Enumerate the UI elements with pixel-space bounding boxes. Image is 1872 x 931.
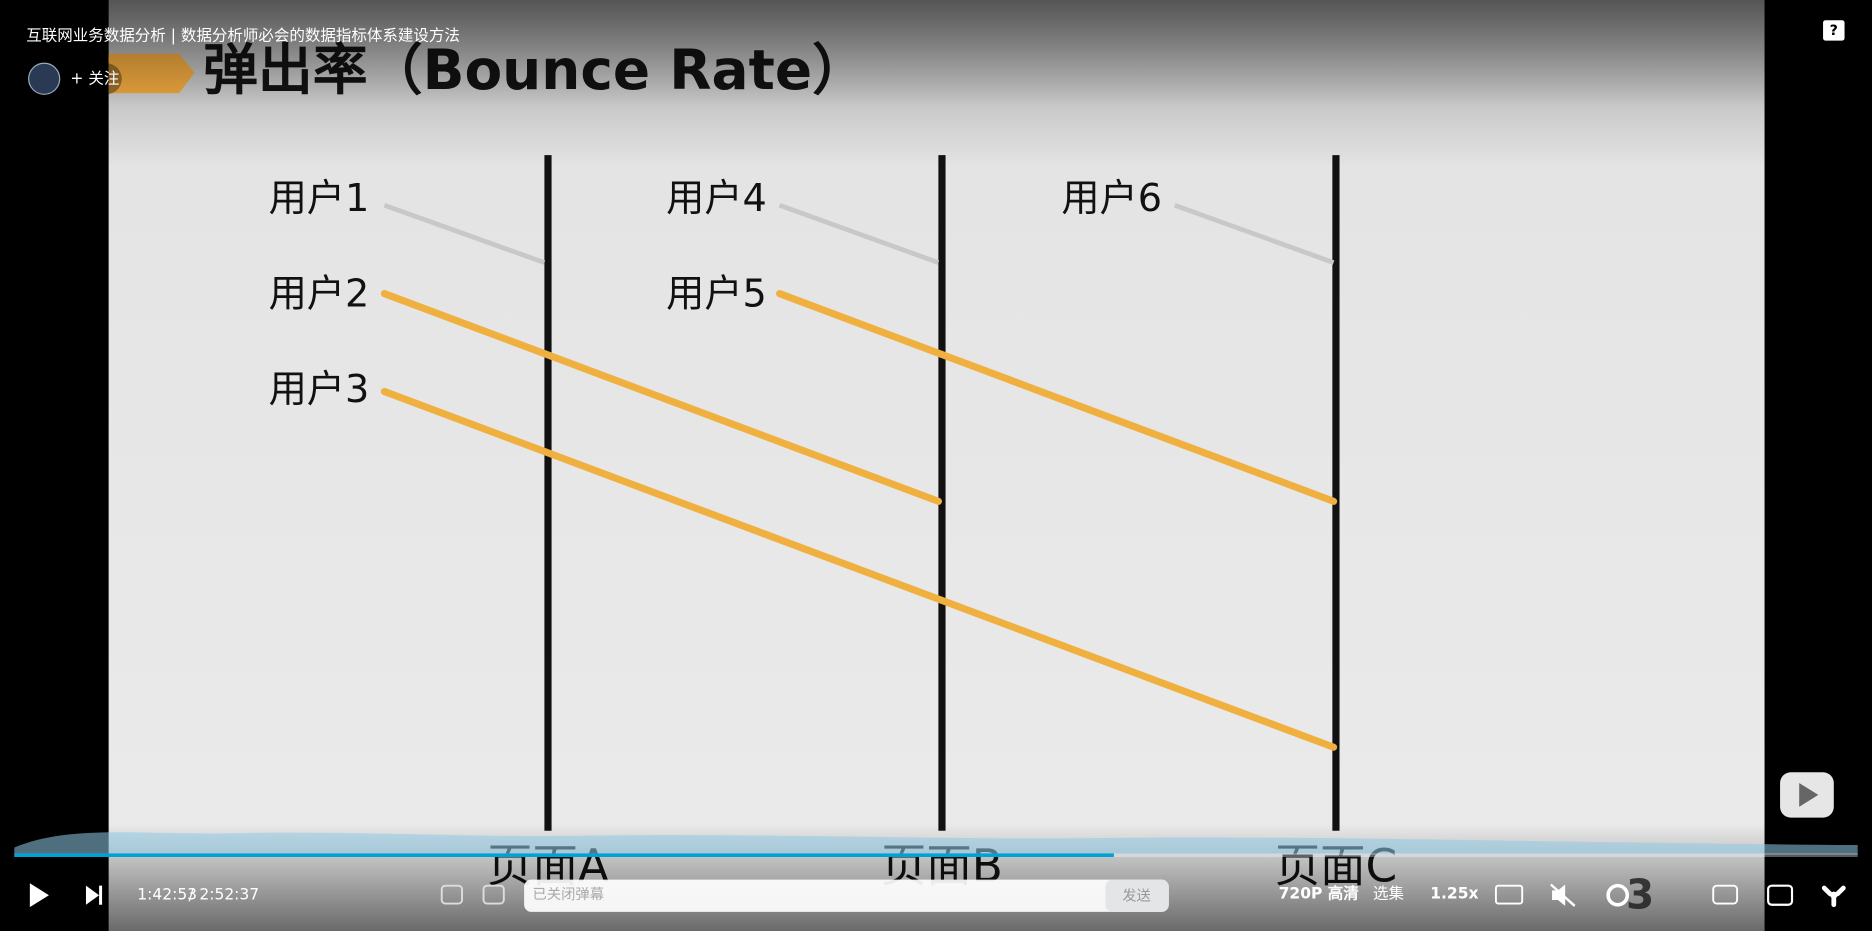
episodes-button[interactable]: 选集 (1373, 884, 1404, 902)
uploader-avatar[interactable] (28, 62, 61, 95)
bounce-path (1173, 203, 1335, 265)
fullscreen-button[interactable] (1821, 885, 1846, 908)
user-label: 用户3 (269, 368, 370, 412)
danmaku-settings[interactable] (482, 884, 505, 905)
send-button[interactable] (1105, 879, 1169, 912)
visit-path (380, 387, 1338, 751)
visit-path (776, 290, 1338, 505)
bounce-path (383, 203, 546, 265)
heat-map (14, 832, 1858, 855)
video-title: 互联网业务数据分析 | 数据分析师必会的数据指标体系建设方法 (26, 26, 460, 44)
danmaku-placeholder[interactable]: 已关闭弹幕 (532, 886, 604, 903)
user-label: 用户4 (666, 177, 767, 221)
help-box[interactable] (1823, 20, 1845, 41)
danmaku-input[interactable] (524, 879, 1169, 912)
user-label: 用户2 (269, 273, 370, 317)
danmaku-toggle[interactable] (440, 884, 463, 905)
next-arrow[interactable] (85, 885, 100, 905)
next-button[interactable] (85, 885, 103, 905)
time-separator: / (189, 886, 195, 904)
bounce-paths (383, 203, 1335, 265)
progress-played[interactable] (14, 853, 1114, 857)
help-icon[interactable]: ? (1823, 20, 1845, 41)
follow-label[interactable]: + 关注 (70, 69, 119, 87)
quality-button[interactable]: 720P 高清 (1279, 883, 1360, 902)
next-bar[interactable] (99, 885, 103, 905)
widescreen-button[interactable] (1767, 884, 1794, 906)
top-shade (0, 0, 1872, 108)
mute-button[interactable] (1550, 883, 1576, 907)
follow-button[interactable] (62, 63, 122, 95)
fullscreen-blades[interactable] (1821, 885, 1846, 908)
current-time: 1:42:53 (137, 886, 197, 904)
visit-path (380, 290, 942, 505)
watermark-logo: 3 (1626, 871, 1654, 919)
slide-background (108, 0, 1765, 931)
user-label: 用户1 (269, 177, 370, 221)
user-label: 用户5 (666, 273, 767, 317)
play-button[interactable] (29, 883, 49, 908)
speed-button[interactable]: 1.25x (1430, 884, 1478, 902)
help-mark[interactable]: ? (1830, 23, 1838, 39)
speaker[interactable] (1552, 884, 1566, 906)
page-lines (544, 155, 1340, 831)
tv-icon[interactable] (1780, 772, 1834, 818)
visit-paths (380, 290, 1338, 751)
bounce-path (778, 203, 940, 265)
user-label: 用户6 (1061, 177, 1162, 221)
subtitle-button[interactable] (1494, 884, 1524, 905)
duration: 2:52:37 (199, 886, 259, 904)
settings-button[interactable] (1606, 883, 1630, 907)
mute-slash[interactable] (1550, 883, 1576, 907)
send-label[interactable]: 发送 (1122, 887, 1151, 904)
pip-button[interactable] (1712, 884, 1739, 905)
tv-play[interactable] (1799, 782, 1819, 807)
